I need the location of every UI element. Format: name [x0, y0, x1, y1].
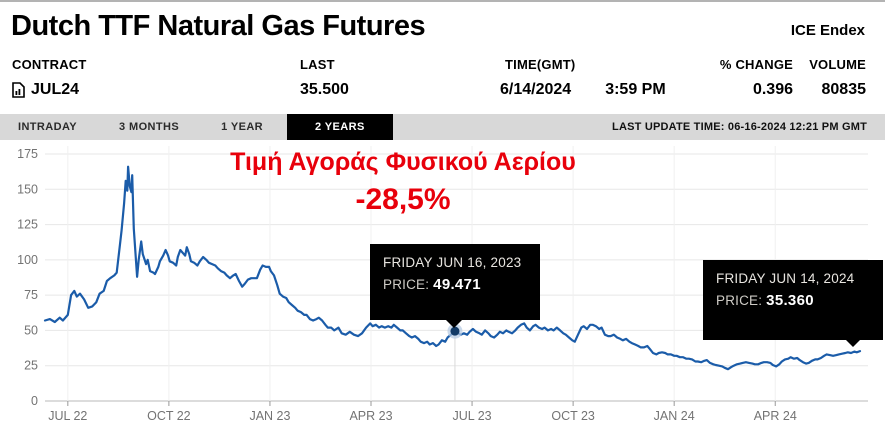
volume-value: 80835 — [821, 81, 867, 98]
tooltip-price-label: PRICE: — [383, 277, 434, 292]
tooltip-pointer — [446, 320, 462, 328]
y-tick-label: 150 — [17, 182, 38, 196]
tooltip-price-value: 35.360 — [766, 292, 814, 309]
annotation-title: Τιμή Αγοράς Φυσικού Αερίου — [230, 148, 576, 176]
y-tick-label: 0 — [31, 394, 38, 408]
contract-document-icon — [12, 82, 25, 98]
last-update-time: LAST UPDATE TIME: 06-16-2024 12:21 PM GM… — [612, 121, 867, 133]
x-tick-label: JAN 24 — [654, 409, 695, 423]
x-tick-label: JUL 23 — [452, 409, 491, 423]
last-value: 35.500 — [300, 81, 349, 98]
change-label: % CHANGE — [719, 57, 793, 72]
time-clock-value: 3:59 PM — [605, 81, 666, 98]
change-value: 0.396 — [752, 81, 793, 98]
y-tick-label: 100 — [17, 253, 38, 267]
tooltip-price-label: PRICE: — [716, 293, 767, 308]
tab-3-months[interactable]: 3 MONTHS — [119, 121, 180, 133]
x-tick-label: OCT 22 — [147, 409, 191, 423]
tab-intraday[interactable]: INTRADAY — [18, 121, 78, 133]
x-tick-label: JAN 23 — [249, 409, 290, 423]
last-label: LAST — [300, 57, 335, 72]
quote-volume: VOLUME 80835 — [798, 57, 866, 99]
contract-label: CONTRACT — [12, 57, 87, 72]
tab-1-year[interactable]: 1 YEAR — [221, 121, 264, 133]
x-tick-label: OCT 23 — [551, 409, 595, 423]
quote-time: TIME(GMT) 6/14/2024 3:59 PM — [500, 57, 710, 99]
quote-change: % CHANGE 0.396 — [690, 57, 793, 99]
x-tick-label: JUL 22 — [48, 409, 87, 423]
y-tick-label: 75 — [24, 288, 38, 302]
tooltip-price-value: 49.471 — [433, 276, 481, 293]
y-tick-label: 50 — [24, 323, 38, 337]
price-line[interactable] — [43, 165, 862, 371]
x-tick-label: APR 23 — [349, 409, 392, 423]
tooltip-jun-14-2024: FRIDAY JUN 14, 2024 PRICE: 35.360 — [703, 260, 883, 340]
quote-contract: CONTRACT JUL24 — [12, 57, 202, 99]
tab-2-years[interactable]: 2 YEARS — [287, 114, 393, 140]
x-tick-label: APR 24 — [754, 409, 797, 423]
y-tick-label: 175 — [17, 147, 38, 161]
volume-label: VOLUME — [809, 57, 866, 72]
quote-last: LAST 35.500 — [300, 57, 460, 99]
selected-point-marker — [450, 326, 460, 336]
time-label: TIME(GMT) — [505, 57, 576, 72]
range-tabbar: INTRADAY 3 MONTHS 1 YEAR 2 YEARS — [0, 114, 885, 140]
tooltip-pointer — [845, 339, 861, 347]
annotation-percent: -28,5% — [355, 183, 451, 216]
page-title: Dutch TTF Natural Gas Futures — [11, 10, 426, 42]
tooltip-jun-16-2023: FRIDAY JUN 16, 2023 PRICE: 49.471 — [370, 244, 540, 320]
y-tick-label: 125 — [17, 218, 38, 232]
contract-value: JUL24 — [31, 81, 80, 98]
exchange-name: ICE Endex — [790, 22, 865, 39]
tooltip-date: FRIDAY JUN 14, 2024 — [716, 271, 855, 286]
y-tick-label: 25 — [24, 359, 38, 373]
time-date-value: 6/14/2024 — [500, 81, 572, 98]
tooltip-date: FRIDAY JUN 16, 2023 — [383, 255, 522, 270]
